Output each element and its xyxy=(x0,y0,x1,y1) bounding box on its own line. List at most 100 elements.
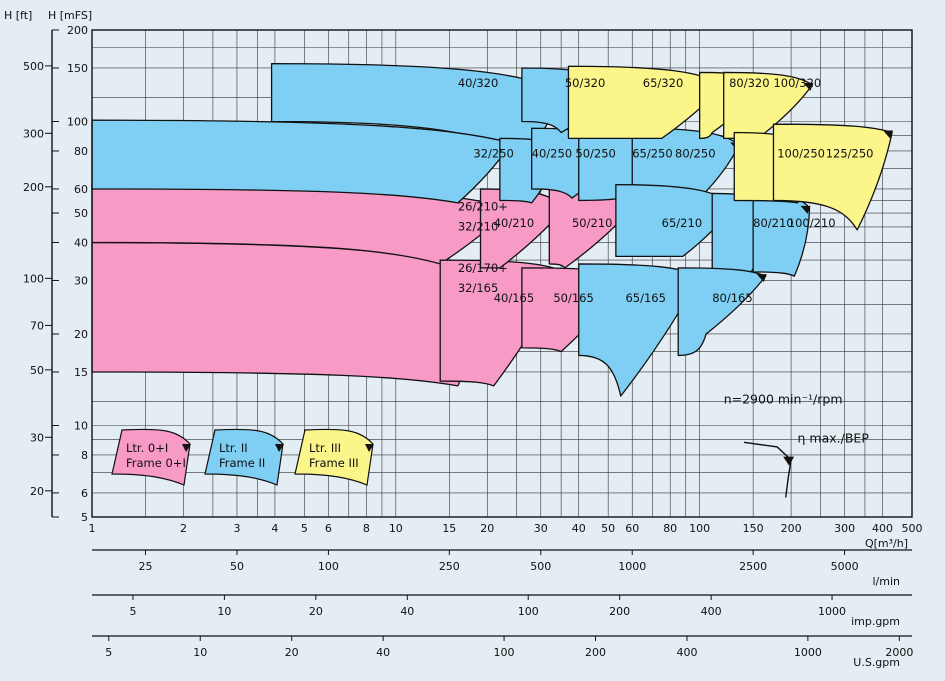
x-tick-label: 80 xyxy=(663,522,677,535)
unit-axis-tick-label: 1000 xyxy=(818,605,846,618)
x-tick-label: 3 xyxy=(233,522,240,535)
series-area-80-165 xyxy=(677,267,767,357)
x-tick-label: 1 xyxy=(89,522,96,535)
y-tick-label-m: 40 xyxy=(74,236,88,249)
x-tick-label: 15 xyxy=(442,522,456,535)
series-area-65-165 xyxy=(578,263,701,397)
unit-axis-tick-label: 400 xyxy=(676,646,697,659)
unit-axis-tick-label: 100 xyxy=(494,646,515,659)
series-area-32-250 xyxy=(91,119,512,204)
legend-label-1: Ltr. II xyxy=(219,441,248,455)
unit-axis-tick-label: 10 xyxy=(217,605,231,618)
unit-axis-label: U.S.gpm xyxy=(853,656,900,669)
unit-axis-tick-label: 5000 xyxy=(831,560,859,573)
y-tick-label-m: 50 xyxy=(74,207,88,220)
unit-axis-tick-label: 10 xyxy=(193,646,207,659)
unit-axis-tick-label: 1000 xyxy=(794,646,822,659)
unit-axis-tick-label: 20 xyxy=(285,646,299,659)
y-tick-label-m: 60 xyxy=(74,183,88,196)
y-tick-label-m: 15 xyxy=(74,366,88,379)
series-label: 26/170+ xyxy=(458,261,508,275)
series-label: 26/210+ xyxy=(458,199,508,213)
series-label: 50/165 xyxy=(553,291,593,305)
series-area-125-250 xyxy=(772,123,893,231)
legend-label-1: Ltr. III xyxy=(309,441,341,455)
series-label: 40/250 xyxy=(532,147,572,161)
legend-swatch xyxy=(111,428,191,486)
series-area-40-320 xyxy=(270,63,566,159)
series-label: 50/250 xyxy=(575,147,615,161)
bep-marker xyxy=(883,130,894,139)
x-tick-label: 40 xyxy=(572,522,586,535)
y-tick-label-m: 6 xyxy=(81,487,88,500)
y-tick-label-m: 100 xyxy=(67,116,88,129)
series-label: 80/320 xyxy=(729,76,769,90)
unit-axis-tick-label: 5 xyxy=(105,646,112,659)
unit-axis-tick-label: 500 xyxy=(530,560,551,573)
unit-axis-tick-label: 5 xyxy=(129,605,136,618)
series-label: 65/320 xyxy=(643,76,683,90)
series-labels: 26/170+ 32/165 26/210+ 32/210 40/165 40/210 50… xyxy=(458,76,874,305)
y-tick-label-ft: 200 xyxy=(23,181,44,194)
bep-marker xyxy=(756,274,767,283)
unit-axis-tick-label: 400 xyxy=(701,605,722,618)
x-axis-label: Q[m³/h] xyxy=(865,537,908,550)
unit-axis-label: l/min xyxy=(872,575,900,588)
series-label: 32/165 xyxy=(458,281,498,295)
x-tick-label: 400 xyxy=(872,522,893,535)
unit-axis-label: imp.gpm xyxy=(851,615,900,628)
unit-axis-tick-label: 50 xyxy=(230,560,244,573)
series-label: 100/210 xyxy=(788,216,836,230)
bep-marker xyxy=(800,205,811,214)
x-tick-label: 300 xyxy=(834,522,855,535)
unit-axis-tick-label: 25 xyxy=(138,560,152,573)
y-tick-label-ft: 20 xyxy=(30,485,44,498)
unit-axis-tick-label: 1000 xyxy=(618,560,646,573)
bep-label: η max./BEP xyxy=(798,430,870,445)
legend-marker xyxy=(365,444,374,452)
series-label: 80/250 xyxy=(675,147,715,161)
legend-label-1: Ltr. 0+I xyxy=(126,441,168,455)
bep-marker xyxy=(803,82,814,91)
series-label: 125/250 xyxy=(826,147,874,161)
unit-axis-tick-label: 2500 xyxy=(739,560,767,573)
y-tick-label-ft: 100 xyxy=(23,272,44,285)
series-label: 50/320 xyxy=(565,76,605,90)
y-tick-label-ft: 70 xyxy=(30,319,44,332)
legend-swatch xyxy=(204,428,284,486)
series-label: 80/165 xyxy=(712,291,752,305)
unit-axis-tick-label: 100 xyxy=(318,560,339,573)
series-label: 32/250 xyxy=(473,147,513,161)
series-label: 32/210 xyxy=(458,219,498,233)
y-axis-label-ft: H [ft] xyxy=(4,9,32,22)
series-label: 65/165 xyxy=(625,291,665,305)
x-tick-label: 50 xyxy=(601,522,615,535)
series-label: 100/250 xyxy=(777,147,825,161)
y-tick-label-ft: 50 xyxy=(30,364,44,377)
series-label: 100/320 xyxy=(773,76,821,90)
y-axis-label-m: H [mFS] xyxy=(48,9,92,22)
x-tick-label: 6 xyxy=(325,522,332,535)
y-tick-label-m: 200 xyxy=(67,24,88,37)
unit-axis-tick-label: 100 xyxy=(518,605,539,618)
legend-swatch xyxy=(294,428,374,486)
x-tick-label: 60 xyxy=(625,522,639,535)
x-tick-label: 30 xyxy=(534,522,548,535)
unit-axis-tick-label: 40 xyxy=(400,605,414,618)
y-tick-label-m: 150 xyxy=(67,62,88,75)
legend-marker xyxy=(182,444,191,452)
legend-label-2: Frame 0+I xyxy=(126,456,186,470)
unit-axis-tick-label: 250 xyxy=(439,560,460,573)
series-label: 40/320 xyxy=(458,76,498,90)
legend-label-2: Frame III xyxy=(309,456,359,470)
x-tick-label: 8 xyxy=(363,522,370,535)
y-tick-label-m: 30 xyxy=(74,274,88,287)
series-label: 80/210 xyxy=(753,216,793,230)
x-tick-label: 4 xyxy=(271,522,278,535)
series-label: 40/165 xyxy=(494,291,534,305)
x-tick-label: 10 xyxy=(389,522,403,535)
performance-areas xyxy=(91,63,894,397)
unit-axis-tick-label: 200 xyxy=(585,646,606,659)
